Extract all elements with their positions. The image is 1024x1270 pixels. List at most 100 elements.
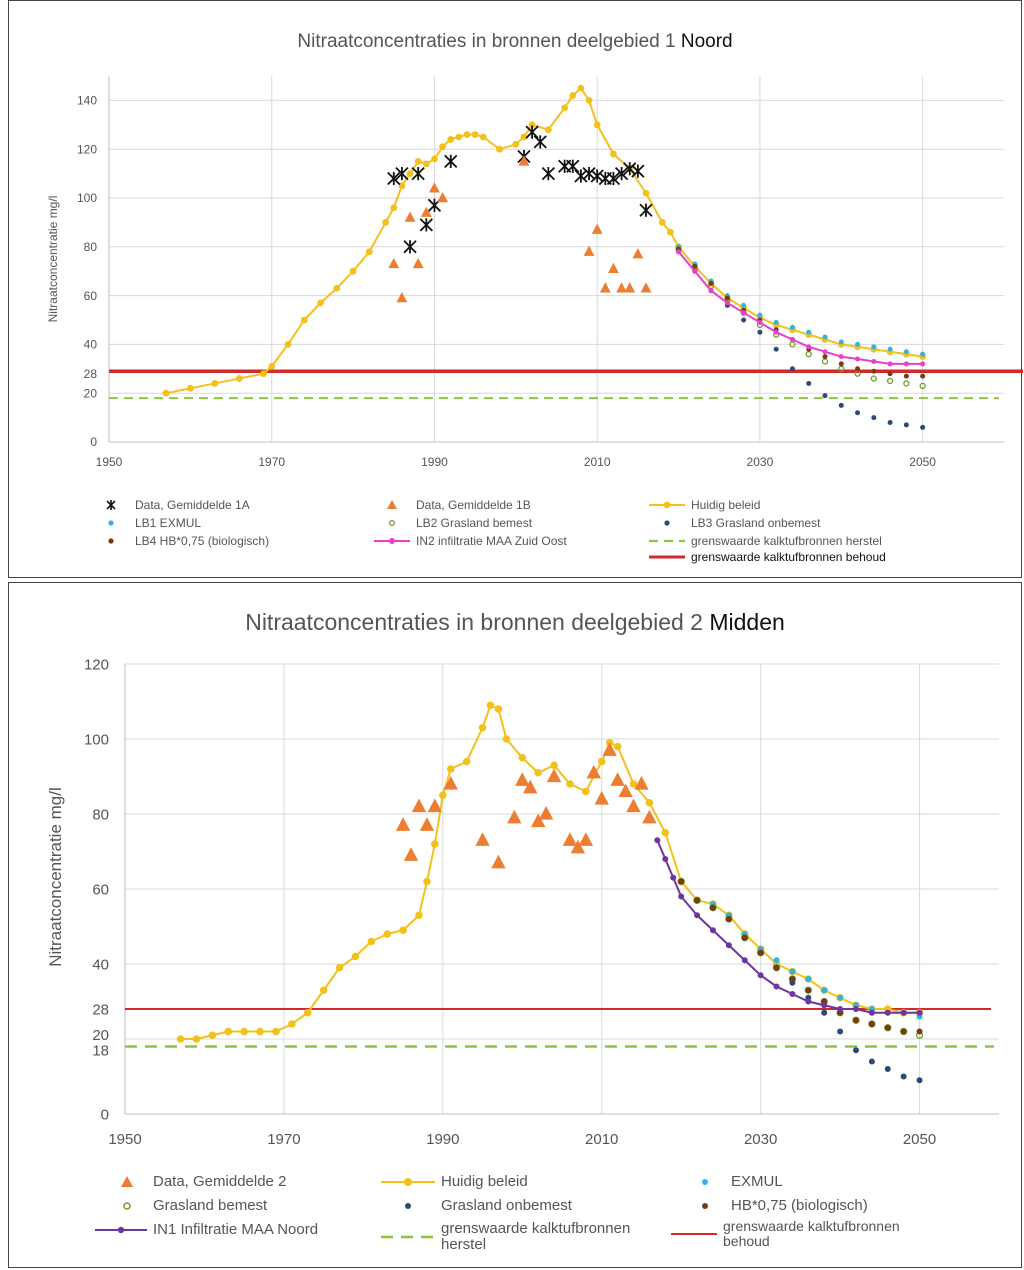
data-point (920, 373, 926, 379)
data-point (884, 1066, 891, 1072)
data-point (423, 877, 431, 886)
data-point (614, 166, 629, 181)
data-point (544, 126, 552, 134)
data-point (903, 349, 909, 355)
y-tick-label: 120 (77, 142, 97, 156)
data-point (404, 211, 416, 222)
data-point (395, 166, 409, 181)
data-point (479, 133, 487, 141)
data-point (439, 143, 446, 151)
data-point (654, 837, 661, 844)
data-point (676, 249, 682, 255)
data-point (419, 817, 435, 831)
data-point (903, 380, 910, 387)
data-point (303, 1008, 312, 1017)
data-point (475, 832, 490, 846)
data-point (868, 1021, 875, 1027)
data-point (176, 1035, 185, 1043)
data-point (709, 904, 716, 911)
data-point (414, 158, 422, 165)
data-point (502, 735, 511, 743)
x-tick-label: 1970 (258, 455, 285, 469)
data-point (855, 366, 861, 372)
series-line (180, 703, 920, 1040)
data-point (805, 976, 812, 982)
data-point (444, 154, 458, 169)
data-point (431, 840, 439, 848)
data-point (618, 783, 633, 798)
data-point (916, 1028, 923, 1035)
x-tick-label: 2010 (584, 455, 611, 469)
data-point (471, 131, 479, 138)
data-point (437, 192, 448, 203)
data-point (645, 798, 654, 807)
data-point (186, 384, 194, 392)
data-point (678, 878, 685, 885)
data-point (903, 422, 909, 428)
data-point (613, 742, 622, 751)
x-tick-label: 1950 (96, 455, 123, 469)
data-point (741, 302, 747, 308)
data-point (694, 912, 701, 919)
data-point (868, 1009, 875, 1016)
data-point (708, 280, 714, 286)
data-point (757, 972, 764, 979)
data-point (367, 937, 376, 946)
y-tick-label: 60 (92, 881, 109, 898)
x-tick-label: 1990 (421, 455, 448, 469)
data-point (224, 1027, 233, 1036)
data-point (694, 897, 701, 904)
data-point (852, 1017, 859, 1024)
x-tick-label: 1970 (267, 1131, 300, 1148)
chart-panel-noord: Nitraatconcentraties in bronnen deelgebi… (8, 0, 1023, 578)
data-point (670, 874, 677, 881)
data-point (692, 268, 698, 274)
chart-panel-midden: Nitraatconcentraties in bronnen deelgebi… (8, 582, 1022, 1268)
data-point (822, 354, 828, 360)
data-point (561, 104, 569, 112)
data-point (518, 155, 530, 166)
series-in2-infiltratie-maa-zuid-oost (676, 249, 926, 367)
data-point (525, 125, 539, 139)
data-point (855, 341, 861, 347)
data-point (903, 373, 909, 379)
data-point (523, 779, 538, 794)
data-point (919, 382, 926, 390)
data-point (427, 798, 443, 813)
data-point (610, 772, 625, 786)
y-axis-label: Nitraatconcentratie mg/l (46, 196, 60, 323)
data-point (789, 324, 795, 330)
data-point (446, 765, 455, 773)
data-point (822, 334, 828, 340)
series-huidig-beleid (162, 84, 927, 397)
data-point (578, 832, 594, 846)
data-point (491, 854, 506, 869)
data-point (634, 776, 649, 790)
y-tick-label: 80 (92, 806, 109, 823)
series-lb2-grasland-bemest (675, 246, 926, 390)
data-point (855, 356, 861, 362)
data-point (317, 299, 324, 307)
data-point (741, 317, 747, 323)
data-point (455, 133, 463, 141)
chart-plot-noord: 1950 1970 1990 2010 2030 2050 0 20 28 40 60 80 100 12… (46, 76, 1023, 469)
data-point (608, 262, 619, 273)
data-point (610, 150, 617, 158)
data-point (478, 723, 487, 732)
data-point (538, 806, 554, 820)
data-point (272, 1027, 280, 1036)
data-point (422, 160, 430, 168)
data-point (288, 1020, 296, 1028)
series-lb4-hb-0-75-biologisch- (676, 246, 926, 379)
data-point (463, 131, 471, 138)
data-point (871, 344, 877, 350)
data-point (395, 817, 411, 831)
data-point (582, 166, 596, 181)
data-point (462, 757, 471, 766)
data-point (396, 292, 408, 303)
series-line (656, 839, 920, 1014)
data-point (507, 809, 522, 824)
data-point (838, 361, 844, 367)
data-point (570, 839, 586, 854)
data-point (806, 344, 812, 350)
